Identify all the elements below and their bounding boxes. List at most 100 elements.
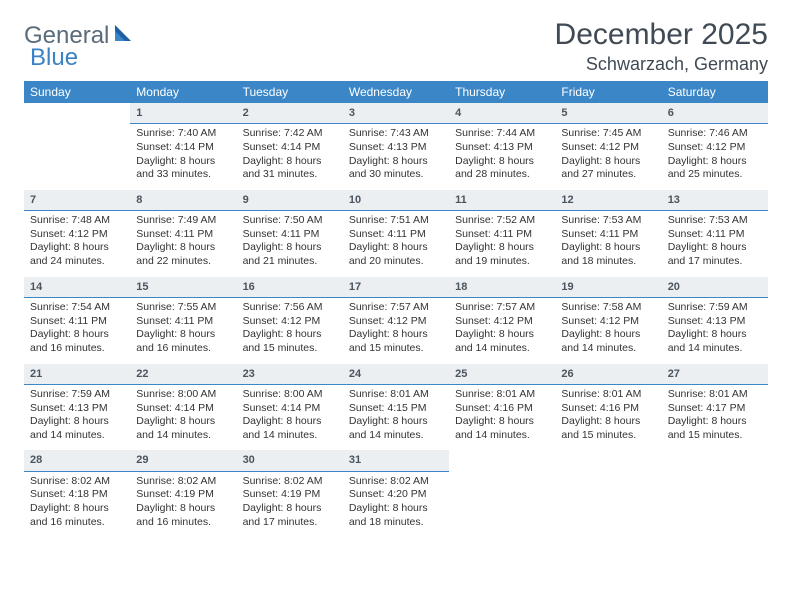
sunrise-text: Sunrise: 7:51 AM — [349, 214, 443, 228]
day-number: 22 — [130, 364, 236, 385]
week-row: 1Sunrise: 7:40 AMSunset: 4:14 PMDaylight… — [24, 103, 768, 190]
day-number: 5 — [555, 103, 661, 124]
weekday-header: Friday — [555, 81, 661, 103]
sunset-text: Sunset: 4:14 PM — [136, 402, 230, 416]
day-body: Sunrise: 7:54 AMSunset: 4:11 PMDaylight:… — [24, 298, 130, 364]
daylight-text: Daylight: 8 hours and 33 minutes. — [136, 155, 230, 182]
sunset-text: Sunset: 4:11 PM — [136, 228, 230, 242]
day-cell: 22Sunrise: 8:00 AMSunset: 4:14 PMDayligh… — [130, 364, 236, 451]
day-number: 8 — [130, 190, 236, 211]
day-body: Sunrise: 8:00 AMSunset: 4:14 PMDaylight:… — [130, 385, 236, 451]
sunrise-text: Sunrise: 7:53 AM — [668, 214, 762, 228]
sunrise-text: Sunrise: 8:01 AM — [561, 388, 655, 402]
day-cell: 25 Sunrise: 8:01 AMSunset: 4:16 PMDayligh… — [449, 364, 555, 451]
day-number: 6 — [662, 103, 768, 124]
day-body: Sunrise: 8:02 AMSunset: 4:19 PMDaylight:… — [130, 472, 236, 538]
daylight-text: Daylight: 8 hours and 25 minutes. — [668, 155, 762, 182]
day-number: 9 — [237, 190, 343, 211]
sunrise-text: Sunrise: 7:46 AM — [668, 127, 762, 141]
day-cell: 23Sunrise: 8:00 AMSunset: 4:14 PMDayligh… — [237, 364, 343, 451]
daylight-text: Daylight: 8 hours and 17 minutes. — [243, 502, 337, 529]
sunrise-text: Sunrise: 7:42 AM — [243, 127, 337, 141]
sunset-text: Sunset: 4:11 PM — [136, 315, 230, 329]
day-body: Sunrise: 7:49 AMSunset: 4:11 PMDaylight:… — [130, 211, 236, 277]
sunset-text: Sunset: 4:16 PM — [561, 402, 655, 416]
sunset-text: Sunset: 4:12 PM — [561, 315, 655, 329]
calendar-table: Sunday Monday Tuesday Wednesday Thursday… — [24, 81, 768, 537]
weekday-header: Saturday — [662, 81, 768, 103]
sunset-text: Sunset: 4:13 PM — [349, 141, 443, 155]
sunset-text: Sunset: 4:13 PM — [668, 315, 762, 329]
sunset-text: Sunset: 4:11 PM — [668, 228, 762, 242]
daylight-text: Daylight: 8 hours and 14 minutes. — [243, 415, 337, 442]
sunrise-text: Sunrise: 7:58 AM — [561, 301, 655, 315]
day-body: Sunrise: 7:48 AMSunset: 4:12 PMDaylight:… — [24, 211, 130, 277]
daylight-text: Daylight: 8 hours and 16 minutes. — [30, 502, 124, 529]
day-cell: 9Sunrise: 7:50 AMSunset: 4:11 PMDaylight… — [237, 190, 343, 277]
location: Schwarzach, Germany — [555, 54, 768, 75]
title-block: December 2025 Schwarzach, Germany — [555, 18, 768, 75]
sunrise-text: Sunrise: 7:55 AM — [136, 301, 230, 315]
day-body: Sunrise: 7:43 AMSunset: 4:13 PMDaylight:… — [343, 124, 449, 190]
daylight-text: Daylight: 8 hours and 14 minutes. — [561, 328, 655, 355]
day-cell: 14Sunrise: 7:54 AMSunset: 4:11 PMDayligh… — [24, 277, 130, 364]
daylight-text: Daylight: 8 hours and 14 minutes. — [455, 415, 549, 442]
sunset-text: Sunset: 4:19 PM — [136, 488, 230, 502]
daylight-text: Daylight: 8 hours and 14 minutes. — [455, 328, 549, 355]
day-number: 25 — [449, 364, 555, 385]
sunrise-text: Sunrise: 7:43 AM — [349, 127, 443, 141]
sunrise-text: Sunrise: 7:52 AM — [455, 214, 549, 228]
sunrise-text: Sunrise: 8:00 AM — [243, 388, 337, 402]
day-cell: 15Sunrise: 7:55 AMSunset: 4:11 PMDayligh… — [130, 277, 236, 364]
day-number: 16 — [237, 277, 343, 298]
sunrise-text: Sunrise: 8:00 AM — [136, 388, 230, 402]
daylight-text: Daylight: 8 hours and 16 minutes. — [136, 502, 230, 529]
week-row: 21Sunrise: 7:59 AMSunset: 4:13 PMDayligh… — [24, 364, 768, 451]
daylight-text: Daylight: 8 hours and 15 minutes. — [668, 415, 762, 442]
day-body: Sunrise: 7:44 AMSunset: 4:13 PMDaylight:… — [449, 124, 555, 190]
day-body: Sunrise: 8:01 AMSunset: 4:17 PMDaylight:… — [662, 385, 768, 451]
day-number: 7 — [24, 190, 130, 211]
sunrise-text: Sunrise: 8:01 AM — [349, 388, 443, 402]
day-cell: 12Sunrise: 7:53 AMSunset: 4:11 PMDayligh… — [555, 190, 661, 277]
day-cell: 13Sunrise: 7:53 AMSunset: 4:11 PMDayligh… — [662, 190, 768, 277]
daylight-text: Daylight: 8 hours and 27 minutes. — [561, 155, 655, 182]
day-cell: 21Sunrise: 7:59 AMSunset: 4:13 PMDayligh… — [24, 364, 130, 451]
daylight-text: Daylight: 8 hours and 15 minutes. — [561, 415, 655, 442]
sunset-text: Sunset: 4:16 PM — [455, 402, 549, 416]
day-number: 23 — [237, 364, 343, 385]
day-number: 18 — [449, 277, 555, 298]
day-body: Sunrise: 7:52 AMSunset: 4:11 PMDaylight:… — [449, 211, 555, 277]
daylight-text: Daylight: 8 hours and 18 minutes. — [349, 502, 443, 529]
weekday-header: Sunday — [24, 81, 130, 103]
week-row: 7Sunrise: 7:48 AMSunset: 4:12 PMDaylight… — [24, 190, 768, 277]
sunrise-text: Sunrise: 8:02 AM — [349, 475, 443, 489]
day-number: 13 — [662, 190, 768, 211]
day-number: 31 — [343, 450, 449, 471]
sunset-text: Sunset: 4:12 PM — [561, 141, 655, 155]
day-cell: 24Sunrise: 8:01 AMSunset: 4:15 PMDayligh… — [343, 364, 449, 451]
sunrise-text: Sunrise: 8:01 AM — [455, 388, 549, 402]
daylight-text: Daylight: 8 hours and 18 minutes. — [561, 241, 655, 268]
sunset-text: Sunset: 4:12 PM — [349, 315, 443, 329]
day-cell: 31Sunrise: 8:02 AMSunset: 4:20 PMDayligh… — [343, 450, 449, 537]
sunrise-text: Sunrise: 7:40 AM — [136, 127, 230, 141]
day-number: 26 — [555, 364, 661, 385]
sunrise-text: Sunrise: 7:45 AM — [561, 127, 655, 141]
day-number: 10 — [343, 190, 449, 211]
weekday-header: Tuesday — [237, 81, 343, 103]
sunset-text: Sunset: 4:11 PM — [561, 228, 655, 242]
day-number: 17 — [343, 277, 449, 298]
sunset-text: Sunset: 4:18 PM — [30, 488, 124, 502]
day-cell: 29Sunrise: 8:02 AMSunset: 4:19 PMDayligh… — [130, 450, 236, 537]
day-cell — [24, 103, 130, 190]
weekday-header: Monday — [130, 81, 236, 103]
day-body: Sunrise: 7:46 AMSunset: 4:12 PMDaylight:… — [662, 124, 768, 190]
week-row: 14Sunrise: 7:54 AMSunset: 4:11 PMDayligh… — [24, 277, 768, 364]
sunrise-text: Sunrise: 7:54 AM — [30, 301, 124, 315]
day-number: 3 — [343, 103, 449, 124]
sunrise-text: Sunrise: 8:01 AM — [668, 388, 762, 402]
sunset-text: Sunset: 4:14 PM — [243, 141, 337, 155]
day-body: Sunrise: 7:45 AMSunset: 4:12 PMDaylight:… — [555, 124, 661, 190]
day-cell: 27Sunrise: 8:01 AMSunset: 4:17 PMDayligh… — [662, 364, 768, 451]
